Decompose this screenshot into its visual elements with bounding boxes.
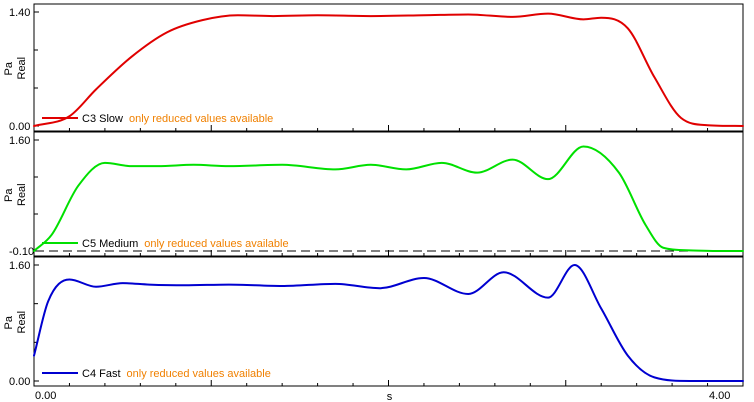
panel-1-y-label: Real bbox=[16, 57, 28, 80]
panel-3-y-min-label: 0.00 bbox=[9, 376, 30, 388]
panel-1-y-max-label: 1.40 bbox=[9, 7, 30, 19]
series-line-c3-slow bbox=[33, 12, 744, 127]
legend-series-name-3: C4 Fast bbox=[82, 368, 121, 380]
panel-2-y-max-label: 1.60 bbox=[9, 135, 30, 147]
panel-3-y-label: Real bbox=[16, 311, 28, 334]
legend-note-2: only reduced values available bbox=[144, 238, 288, 250]
panel-3-y-max-label: 1.60 bbox=[9, 260, 30, 272]
legend-series-name-1: C3 Slow bbox=[82, 113, 123, 125]
panel-1-y-min-label: 0.00 bbox=[9, 121, 30, 133]
x-min-label: 0.00 bbox=[35, 390, 56, 402]
panel-1-frame bbox=[33, 3, 744, 132]
legend-series-name-2: C5 Medium bbox=[82, 238, 138, 250]
panel-2-y-label: Real bbox=[16, 183, 28, 206]
x-unit-label: s bbox=[387, 391, 393, 402]
series-line-c4-fast bbox=[33, 264, 744, 382]
legend-note-3: only reduced values available bbox=[127, 368, 271, 380]
panel-2-y-unit: Pa bbox=[3, 188, 15, 202]
panel-3-y-unit: Pa bbox=[3, 315, 15, 329]
panel-1-y-unit: Pa bbox=[3, 61, 15, 75]
x-max-label: 4.00 bbox=[709, 390, 730, 402]
panel-2-frame bbox=[33, 131, 744, 257]
series-line-c5-medium bbox=[33, 145, 744, 252]
panel-2-y-min-label: -0.10 bbox=[9, 246, 34, 258]
legend-note-1: only reduced values available bbox=[129, 113, 273, 125]
